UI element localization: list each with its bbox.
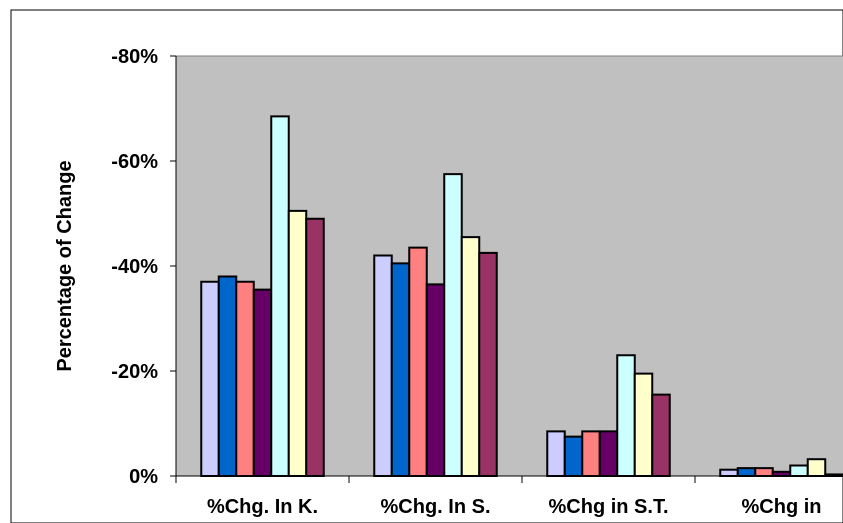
bar <box>789 464 809 477</box>
bar <box>736 467 757 477</box>
bar <box>217 275 238 477</box>
y-tick-label: -80% <box>111 46 158 68</box>
x-category-label: %Chg. In K. <box>207 496 318 518</box>
y-tick-label: -20% <box>111 361 158 383</box>
y-tick-label: -60% <box>111 151 158 173</box>
bar <box>616 354 636 477</box>
bar <box>305 217 325 477</box>
bar <box>806 458 827 478</box>
y-tick-label: 0% <box>129 466 158 488</box>
labels-group: 0% -20% -40% -60% -80% %Chg. In K. %Chg. In S.… <box>111 46 821 518</box>
bar <box>563 435 584 477</box>
bar <box>235 280 255 477</box>
x-category-label: %Chg in <box>742 496 822 518</box>
x-category-label: %Chg in S.T. <box>549 496 669 518</box>
bar <box>633 372 654 477</box>
bar <box>443 173 463 477</box>
bar <box>408 246 428 477</box>
bar <box>270 115 290 477</box>
bar <box>252 288 273 477</box>
bar <box>581 430 601 477</box>
bar <box>478 251 498 477</box>
bar <box>200 280 220 477</box>
y-tick-label: -40% <box>111 256 158 278</box>
bar <box>719 468 739 478</box>
bar <box>771 470 792 477</box>
bar <box>546 430 566 477</box>
bar <box>460 236 481 477</box>
bar <box>754 467 774 477</box>
bar <box>598 430 619 477</box>
bar <box>651 393 671 477</box>
bar <box>425 283 446 477</box>
bar <box>287 209 308 477</box>
bar <box>390 262 411 477</box>
y-axis-title: Percentage of Change <box>54 160 76 371</box>
bar <box>373 254 393 477</box>
bars-group <box>200 115 843 478</box>
x-category-label: %Chg. In S. <box>381 496 491 518</box>
axes-group <box>170 55 843 483</box>
